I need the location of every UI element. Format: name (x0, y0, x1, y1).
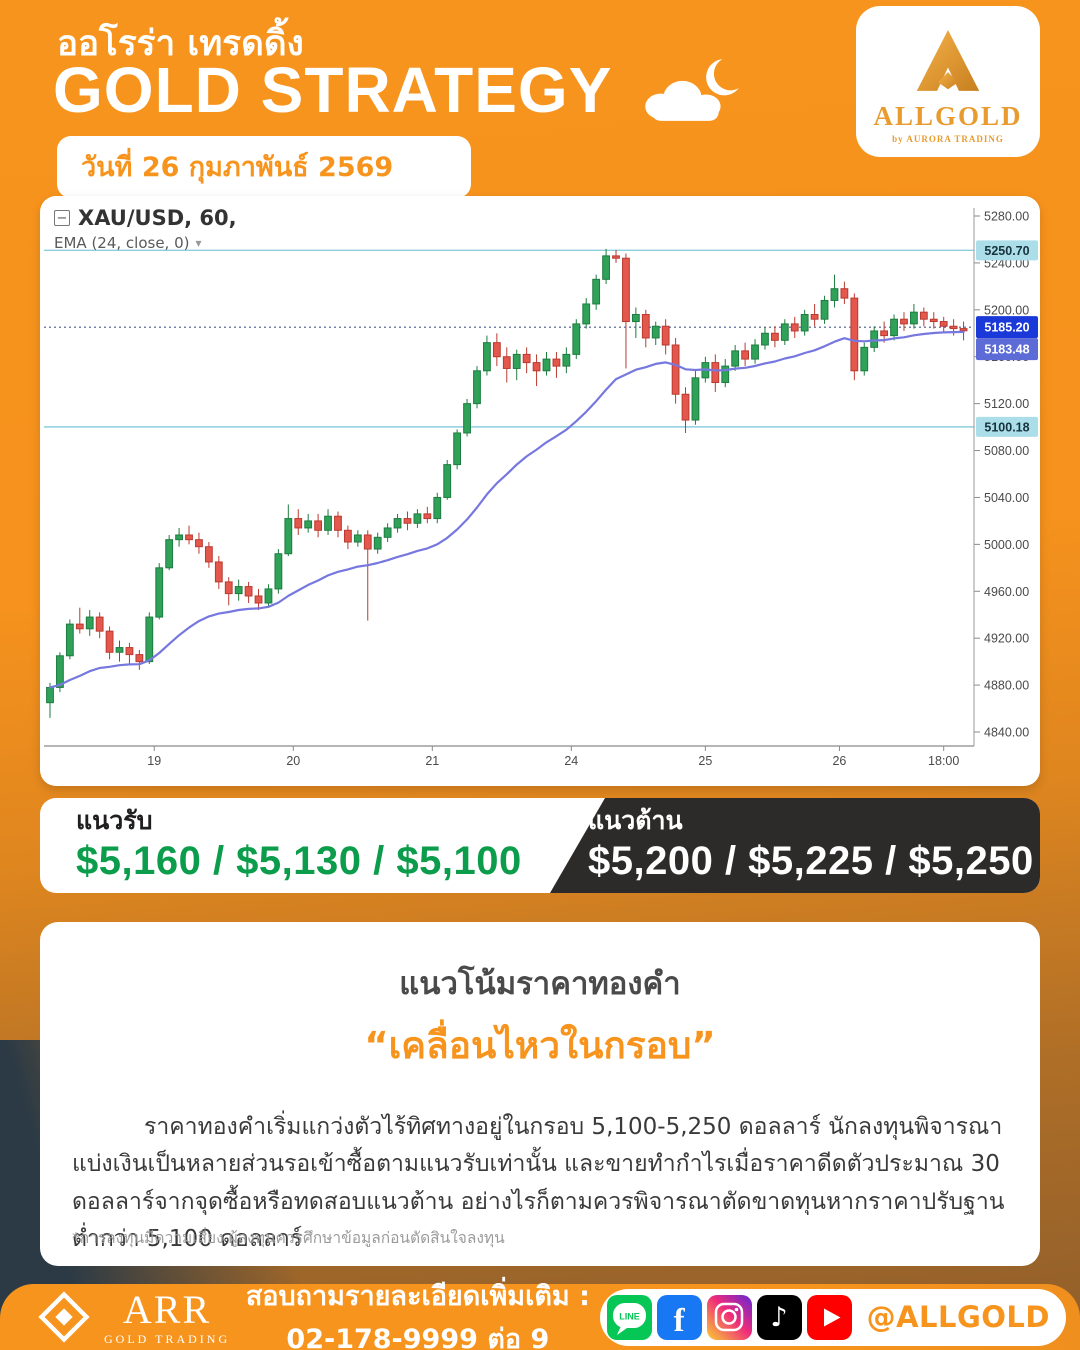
support-panel: แนวรับ $5,160 / $5,130 / $5,100 (76, 806, 522, 885)
svg-text:5200.00: 5200.00 (984, 303, 1029, 317)
svg-text:18:00: 18:00 (928, 754, 959, 768)
svg-text:5185.20: 5185.20 (984, 321, 1029, 335)
header-brand-line: ออโรร่า เทรดดิ้ง (57, 24, 304, 64)
resistance-panel (550, 798, 1040, 893)
svg-text:5040.00: 5040.00 (984, 491, 1029, 505)
svg-text:4960.00: 4960.00 (984, 585, 1029, 599)
chart-symbol-label: XAU/USD, 60, (78, 206, 237, 230)
social-handle: @ALLGOLD (866, 1300, 1050, 1334)
chart-card: 5280.005240.005200.005160.005120.005080.… (40, 196, 1040, 786)
arr-logo-text: ARR (122, 1286, 212, 1332)
analysis-highlight: “เคลื่อนไหวในกรอบ” (364, 1024, 716, 1067)
analysis-card: แนวโน้มราคาทองคำ “เคลื่อนไหวในกรอบ” ราคา… (40, 922, 1040, 1266)
svg-text:25: 25 (698, 754, 712, 768)
analysis-paragraph: ราคาทองคำเริ่มแกว่งตัวไร้ทิศทางอยู่ในกรอ… (72, 1114, 1005, 1252)
svg-text:4840.00: 4840.00 (984, 726, 1029, 740)
svg-text:24: 24 (564, 754, 578, 768)
support-label: แนวรับ (76, 806, 153, 835)
contact-text: สอบถามรายละเอียดเพิ่มเติม : 02-178-9999 … (245, 1281, 590, 1350)
social-pill: LINE f ♪ @ALLGOLD (599, 1288, 1066, 1346)
svg-text:19: 19 (147, 754, 161, 768)
instagram-icon[interactable] (706, 1294, 752, 1340)
svg-text:4920.00: 4920.00 (984, 632, 1029, 646)
arr-diamond-icon (38, 1291, 90, 1343)
collapse-icon[interactable]: − (54, 210, 70, 226)
svg-text:20: 20 (286, 754, 300, 768)
svg-text:5100.18: 5100.18 (984, 420, 1029, 434)
svg-text:21: 21 (425, 754, 439, 768)
allgold-logo-name: ALLGOLD (873, 101, 1023, 131)
disclaimer-text: *การลงทุนมีความเสี่ยง ผู้ลงทุนควรศึกษาข้… (72, 1229, 505, 1247)
resistance-label: แนวต้าน (588, 806, 683, 835)
date-badge: วันที่ 26 กุมภาพันธ์ 2569 (57, 136, 472, 198)
svg-text:26: 26 (832, 754, 846, 768)
support-resistance-band: แนวรับ $5,160 / $5,130 / $5,100 แนวต้าน … (40, 798, 1040, 893)
chart-legend: − XAU/USD, 60, EMA (24, close, 0) ▾ (54, 206, 237, 252)
resistance-values: $5,200 / $5,225 / $5,250 (588, 839, 1034, 883)
footer-bar: ARR GOLD TRADING สอบถามรายละเอียดเพิ่มเต… (0, 1281, 1080, 1350)
tiktok-icon[interactable]: ♪ (756, 1294, 802, 1340)
svg-text:4880.00: 4880.00 (984, 679, 1029, 693)
candlestick-chart: 5280.005240.005200.005160.005120.005080.… (44, 208, 1038, 768)
allgold-logo-card: ALLGOLD by AURORA TRADING (856, 6, 1040, 157)
ema-indicator-label: EMA (24, close, 0) (54, 234, 190, 252)
svg-text:LINE: LINE (619, 1311, 640, 1321)
facebook-icon[interactable]: f (656, 1294, 702, 1340)
youtube-icon[interactable] (806, 1294, 852, 1340)
svg-text:5250.70: 5250.70 (984, 244, 1029, 258)
svg-text:5080.00: 5080.00 (984, 444, 1029, 458)
page-title: GOLD STRATEGY (53, 54, 613, 126)
support-values: $5,160 / $5,130 / $5,100 (76, 839, 522, 883)
allgold-triangle-icon (916, 30, 980, 91)
cloud-moon-icon (645, 59, 740, 121)
svg-text:5280.00: 5280.00 (984, 210, 1029, 224)
svg-text:5120.00: 5120.00 (984, 397, 1029, 411)
svg-text:5000.00: 5000.00 (984, 538, 1029, 552)
allgold-logo-sub: by AURORA TRADING (892, 134, 1004, 144)
svg-text:5183.48: 5183.48 (984, 343, 1029, 357)
chevron-down-icon[interactable]: ▾ (195, 236, 202, 250)
arr-logo-sub: GOLD TRADING (104, 1331, 231, 1346)
analysis-title: แนวโน้มราคาทองคำ (399, 966, 681, 1002)
line-icon[interactable]: LINE (606, 1294, 652, 1340)
